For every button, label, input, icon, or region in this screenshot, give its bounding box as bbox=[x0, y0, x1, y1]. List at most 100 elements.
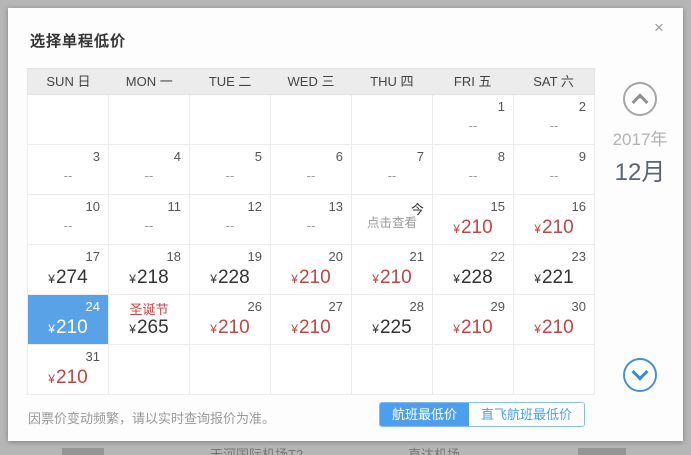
next-month-button[interactable] bbox=[623, 358, 657, 392]
calendar-cell[interactable]: 7 -- bbox=[352, 145, 433, 195]
calendar-week-row: 3 -- 4 -- 5 -- 6 -- 7 -- 8 -- 9 -- bbox=[28, 145, 595, 195]
yuan-symbol: ¥ bbox=[453, 222, 460, 236]
date-number: 23 bbox=[571, 249, 586, 264]
price-label: ¥210 bbox=[453, 317, 493, 338]
calendar-cell[interactable]: 11 -- bbox=[109, 195, 190, 245]
calendar-cell[interactable]: 1 -- bbox=[433, 95, 514, 145]
calendar-cell[interactable]: 9 -- bbox=[514, 145, 595, 195]
yuan-symbol: ¥ bbox=[291, 272, 298, 286]
no-price-dash: -- bbox=[144, 168, 154, 183]
calendar-cell[interactable]: 23 ¥221 bbox=[514, 245, 595, 295]
calendar-cell[interactable]: 28 ¥225 bbox=[352, 295, 433, 345]
calendar-cell[interactable]: 18 ¥218 bbox=[109, 245, 190, 295]
calendar-cell[interactable]: 圣诞节 ¥265 bbox=[109, 295, 190, 345]
day-of-week-header: SUN 日 bbox=[46, 74, 91, 89]
price-label: ¥228 bbox=[210, 267, 250, 288]
calendar-cell[interactable]: 6 -- bbox=[271, 145, 352, 195]
click-to-view-label: 点击查看 bbox=[366, 216, 417, 230]
day-of-week-header: TUE 二 bbox=[208, 74, 252, 89]
day-of-week-header: SAT 六 bbox=[533, 74, 574, 89]
day-of-week-header: WED 三 bbox=[287, 74, 335, 89]
calendar-cell[interactable]: 2 -- bbox=[514, 95, 595, 145]
previous-month-button[interactable] bbox=[623, 82, 657, 116]
calendar-week-row: 31 ¥210 bbox=[28, 345, 595, 395]
yuan-symbol: ¥ bbox=[210, 272, 217, 286]
date-number: 19 bbox=[247, 249, 262, 264]
date-number: 28 bbox=[409, 299, 424, 314]
calendar-cell-empty bbox=[109, 345, 190, 395]
calendar-cell-empty bbox=[352, 345, 433, 395]
price-label: ¥210 bbox=[372, 267, 412, 288]
date-number: 8 bbox=[497, 149, 505, 164]
price-label: ¥274 bbox=[48, 267, 88, 288]
calendar-cell[interactable]: 24 ¥210 bbox=[28, 295, 109, 345]
chevron-up-icon bbox=[631, 93, 649, 111]
yuan-symbol: ¥ bbox=[372, 322, 379, 336]
background-page-text-bar bbox=[62, 448, 104, 455]
calendar-cell[interactable]: 5 -- bbox=[190, 145, 271, 195]
no-price-dash: -- bbox=[549, 118, 559, 133]
month-navigator: 2017年 12月 bbox=[600, 68, 680, 392]
calendar-cell[interactable]: 29 ¥210 bbox=[433, 295, 514, 345]
calendar-cell[interactable]: 4 -- bbox=[109, 145, 190, 195]
yuan-symbol: ¥ bbox=[129, 272, 136, 286]
date-number: 24 bbox=[85, 299, 100, 314]
calendar-cell[interactable]: 3 -- bbox=[28, 145, 109, 195]
calendar-cell[interactable]: 20 ¥210 bbox=[271, 245, 352, 295]
yuan-symbol: ¥ bbox=[129, 322, 136, 336]
date-number: 16 bbox=[571, 199, 586, 214]
no-price-dash: -- bbox=[468, 118, 478, 133]
date-number: 12 bbox=[247, 199, 262, 214]
yuan-symbol: ¥ bbox=[453, 272, 460, 286]
price-label: ¥225 bbox=[372, 317, 412, 338]
date-number: 29 bbox=[490, 299, 505, 314]
calendar-cell[interactable]: 13 -- bbox=[271, 195, 352, 245]
date-number: 7 bbox=[416, 149, 424, 164]
lowest-price-toggle[interactable]: 航班最低价 bbox=[379, 403, 469, 426]
date-number: 15 bbox=[490, 199, 505, 214]
yuan-symbol: ¥ bbox=[48, 372, 55, 386]
calendar-cell[interactable]: 17 ¥274 bbox=[28, 245, 109, 295]
calendar-cell-empty bbox=[271, 95, 352, 145]
no-price-dash: -- bbox=[549, 168, 559, 183]
calendar-week-row: 17 ¥274 18 ¥218 19 ¥228 20 ¥210 21 ¥210 22 ¥228 23 ¥2… bbox=[28, 245, 595, 295]
no-price-dash: -- bbox=[306, 168, 316, 183]
calendar-cell[interactable]: 10 -- bbox=[28, 195, 109, 245]
calendar-cell-empty bbox=[190, 95, 271, 145]
calendar-cell[interactable]: 30 ¥210 bbox=[514, 295, 595, 345]
close-icon[interactable]: × bbox=[654, 18, 664, 37]
price-type-toggle: 航班最低价 直飞航班最低价 bbox=[378, 402, 585, 427]
calendar-cell[interactable]: 27 ¥210 bbox=[271, 295, 352, 345]
calendar-grid: 1 -- 2 -- 3 -- 4 -- 5 -- 6 -- 7 -- 8 -- 9 -- 10 -- 11 -- 12 -- 1… bbox=[27, 95, 595, 395]
no-price-dash: -- bbox=[225, 218, 235, 233]
calendar-cell[interactable]: 22 ¥228 bbox=[433, 245, 514, 295]
price-label: ¥210 bbox=[210, 317, 250, 338]
calendar-cell[interactable]: 8 -- bbox=[433, 145, 514, 195]
year-label: 2017年 bbox=[612, 130, 668, 149]
no-price-dash: -- bbox=[63, 218, 73, 233]
direct-flight-lowest-price-toggle[interactable]: 直飞航班最低价 bbox=[468, 403, 584, 426]
date-number: 6 bbox=[335, 149, 343, 164]
price-label: ¥210 bbox=[534, 217, 574, 238]
background-page-text: 直达机场 bbox=[408, 447, 461, 455]
calendar-cell[interactable]: 26 ¥210 bbox=[190, 295, 271, 345]
calendar-cell[interactable]: 19 ¥228 bbox=[190, 245, 271, 295]
calendar-cell[interactable]: 12 -- bbox=[190, 195, 271, 245]
calendar-week-row: 10 -- 11 -- 12 -- 13 -- 今点击查看 15 ¥210 16 ¥210 bbox=[28, 195, 595, 245]
date-number: 11 bbox=[167, 199, 182, 214]
calendar-cell-empty bbox=[109, 95, 190, 145]
calendar-cell[interactable]: 16 ¥210 bbox=[514, 195, 595, 245]
no-price-dash: -- bbox=[306, 218, 316, 233]
calendar-week-row: 24 ¥210 圣诞节 ¥265 26 ¥210 27 ¥210 28 ¥225 29 ¥210 30 ¥… bbox=[28, 295, 595, 345]
price-label: ¥210 bbox=[453, 217, 493, 238]
date-number: 17 bbox=[85, 249, 100, 264]
calendar-cell[interactable]: 15 ¥210 bbox=[433, 195, 514, 245]
price-label: ¥210 bbox=[534, 317, 574, 338]
calendar-cell[interactable]: 21 ¥210 bbox=[352, 245, 433, 295]
date-number: 10 bbox=[85, 199, 100, 214]
calendar-cell[interactable]: 31 ¥210 bbox=[28, 345, 109, 395]
calendar-cell[interactable]: 今点击查看 bbox=[352, 195, 433, 245]
no-price-dash: -- bbox=[225, 168, 235, 183]
date-number: 20 bbox=[328, 249, 343, 264]
